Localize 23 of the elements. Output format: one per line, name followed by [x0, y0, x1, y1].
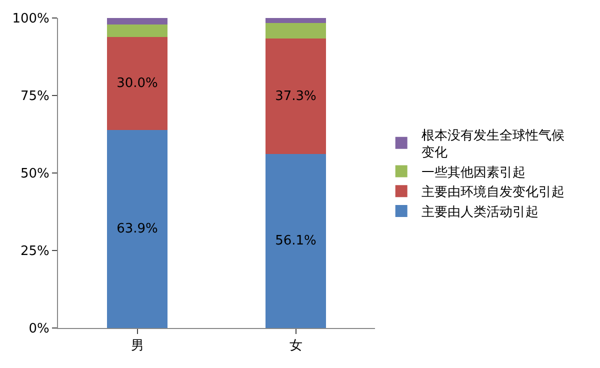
legend-label: 主要由环境自发变化引起: [421, 184, 564, 200]
y-tick-label: 100%: [12, 12, 50, 27]
bar: [107, 24, 168, 37]
legend-label: 主要由人类活动引起: [421, 204, 538, 220]
bar: [266, 18, 326, 23]
bar: [107, 130, 168, 328]
bar: [107, 36, 168, 130]
bar: [266, 22, 326, 38]
y-tick-label: 75%: [20, 89, 50, 104]
y-tick-label: 25%: [20, 244, 50, 260]
data-label: 63.9%: [116, 221, 158, 236]
y-tick-label: 0%: [28, 322, 50, 337]
data-label: 30.0%: [116, 76, 158, 91]
bar: [266, 38, 326, 154]
x-tick-label: 男: [130, 338, 144, 354]
x-tick-label: 女: [289, 338, 302, 354]
bar: [107, 18, 168, 25]
data-label: 56.1%: [275, 234, 316, 249]
bar: [266, 154, 326, 328]
y-tick-label: 50%: [20, 166, 50, 182]
legend-label: 一些其他因素引起: [421, 165, 526, 180]
legend-label: 根本没有发生全球性气候变化: [421, 128, 564, 160]
data-label: 37.3%: [275, 88, 316, 104]
